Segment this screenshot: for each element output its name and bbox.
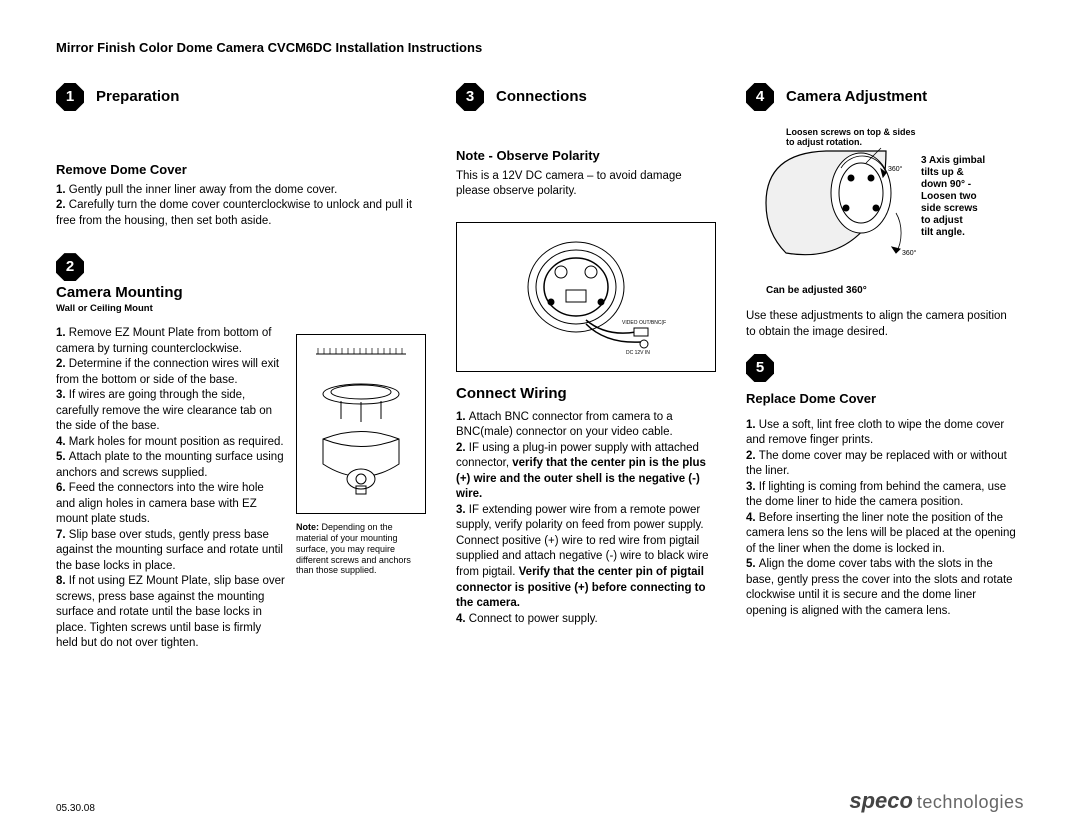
s2-step-4-text: Mark holes for mount position as require… [69, 436, 284, 448]
s3-step-3: 3. IF extending power wire from a remote… [456, 503, 716, 612]
section-3-title: Connections [496, 87, 587, 107]
svg-text:360°: 360° [902, 249, 917, 257]
svg-text:360°: 360° [888, 165, 903, 173]
s1-step-1: 1. Gently pull the inner liner away from… [56, 183, 426, 199]
step-badge-4: 4 [746, 83, 774, 111]
connect-wiring-heading: Connect Wiring [456, 384, 716, 404]
column-3: 4 Camera Adjustment Loosen screws on top… [746, 83, 1016, 652]
svg-text:Loosen two: Loosen two [921, 191, 977, 202]
section-3-header: 3 Connections [456, 83, 716, 111]
s5-step-2: 2. The dome cover may be replaced with o… [746, 449, 1016, 480]
svg-text:VIDEO OUT/BNC(F) JACK: VIDEO OUT/BNC(F) JACK [622, 320, 666, 326]
s2-step-2-text: Determine if the connection wires will e… [56, 358, 279, 386]
s3-step-1: 1. Attach BNC connector from camera to a… [456, 410, 716, 441]
remove-dome-cover-heading: Remove Dome Cover [56, 161, 426, 179]
s2-step-7-text: Slip base over studs, gently press base … [56, 529, 283, 572]
s2-step-2: 2. Determine if the connection wires wil… [56, 357, 286, 388]
svg-text:tilts up &: tilts up & [921, 167, 964, 178]
replace-dome-cover-heading: Replace Dome Cover [746, 390, 1016, 408]
s2-step-5-text: Attach plate to the mounting surface usi… [56, 451, 284, 479]
s5-step-3: 3. If lighting is coming from behind the… [746, 480, 1016, 511]
svg-text:DC 12V IN: DC 12V IN [626, 350, 650, 356]
section-4-body: Use these adjustments to align the camer… [746, 309, 1016, 340]
content-columns: 1 Preparation Remove Dome Cover 1. Gentl… [56, 83, 1024, 652]
adjust-label-top: Loosen screws on top & sides [786, 127, 916, 137]
logo-brand: speco [849, 788, 913, 814]
s3-step-4-text: Connect to power supply. [469, 613, 598, 625]
section-4-title: Camera Adjustment [786, 87, 927, 107]
mounting-diagram [296, 334, 426, 514]
svg-text:down 90° -: down 90° - [921, 179, 971, 190]
camera-adjustment-diagram: Loosen screws on top & sides to adjust r… [746, 123, 1016, 303]
s3-step-4: 4. Connect to power supply. [456, 612, 716, 628]
s5-step-4: 4. Before inserting the liner note the p… [746, 511, 1016, 558]
column-1: 1 Preparation Remove Dome Cover 1. Gentl… [56, 83, 426, 652]
svg-text:side screws: side screws [921, 203, 978, 214]
s5-step-3-text: If lighting is coming from behind the ca… [746, 481, 1006, 509]
section-2-subtitle: Wall or Ceiling Mount [56, 303, 426, 316]
s5-step-5-text: Align the dome cover tabs with the slots… [746, 558, 1013, 617]
s2-step-8-text: If not using EZ Mount Plate, slip base o… [56, 575, 285, 649]
footer-date: 05.30.08 [56, 803, 95, 814]
mounting-figure-note: Note: Depending on the material of your … [296, 522, 426, 576]
s2-step-6-text: Feed the connectors into the wire hole a… [56, 482, 264, 525]
s2-step-1: 1. Remove EZ Mount Plate from bottom of … [56, 326, 286, 357]
s5-step-1-text: Use a soft, lint free cloth to wipe the … [746, 419, 1004, 447]
connections-diagram: VIDEO OUT/BNC(F) JACK DC 12V IN [456, 222, 716, 372]
document-title: Mirror Finish Color Dome Camera CVCM6DC … [56, 40, 1024, 55]
s2-step-7: 7. Slip base over studs, gently press ba… [56, 528, 286, 575]
polarity-note-heading: Note - Observe Polarity [456, 147, 716, 165]
section-4-header: 4 Camera Adjustment [746, 83, 1016, 111]
s2-step-6: 6. Feed the connectors into the wire hol… [56, 481, 286, 528]
s5-step-4-text: Before inserting the liner note the posi… [746, 512, 1016, 555]
s5-step-2-text: The dome cover may be replaced with or w… [746, 450, 1007, 478]
s3-step-1-text: Attach BNC connector from camera to a BN… [456, 411, 673, 439]
s2-step-5: 5. Attach plate to the mounting surface … [56, 450, 286, 481]
svg-text:tilt angle.: tilt angle. [921, 227, 965, 238]
svg-text:to adjust: to adjust [921, 215, 963, 226]
s1-step-2-text: Carefully turn the dome cover counterclo… [56, 199, 412, 227]
section-5-header: 5 [746, 354, 1016, 382]
svg-text:3 Axis gimbal: 3 Axis gimbal [921, 155, 985, 166]
page-footer: 05.30.08 speco technologies [56, 788, 1024, 814]
section-1-header: 1 Preparation [56, 83, 426, 111]
svg-text:to adjust rotation.: to adjust rotation. [786, 137, 862, 147]
s5-step-5: 5. Align the dome cover tabs with the sl… [746, 557, 1016, 619]
s3-step-2: 2. IF using a plug-in power supply with … [456, 441, 716, 503]
section-2-header: 2 [56, 253, 426, 281]
fig-note-label: Note: [296, 522, 319, 532]
svg-text:Can be adjusted 360°: Can be adjusted 360° [766, 285, 867, 296]
s2-step-8: 8. If not using EZ Mount Plate, slip bas… [56, 574, 286, 652]
step-badge-2: 2 [56, 253, 84, 281]
polarity-note-body: This is a 12V DC camera – to avoid damag… [456, 169, 716, 200]
s2-step-3: 3. If wires are going through the side, … [56, 388, 286, 435]
s2-step-1-text: Remove EZ Mount Plate from bottom of cam… [56, 327, 271, 355]
s2-step-4: 4. Mark holes for mount position as requ… [56, 435, 286, 451]
company-logo: speco technologies [849, 788, 1024, 814]
section-1-title: Preparation [96, 87, 179, 107]
step-badge-3: 3 [456, 83, 484, 111]
step-badge-1: 1 [56, 83, 84, 111]
logo-tech: technologies [917, 792, 1024, 813]
step-badge-5: 5 [746, 354, 774, 382]
column-2: 3 Connections Note - Observe Polarity Th… [456, 83, 716, 652]
s2-step-3-text: If wires are going through the side, car… [56, 389, 272, 432]
section-2-title: Camera Mounting [56, 283, 426, 303]
s1-step-1-text: Gently pull the inner liner away from th… [69, 184, 337, 196]
s1-step-2: 2. Carefully turn the dome cover counter… [56, 198, 426, 229]
s5-step-1: 1. Use a soft, lint free cloth to wipe t… [746, 418, 1016, 449]
